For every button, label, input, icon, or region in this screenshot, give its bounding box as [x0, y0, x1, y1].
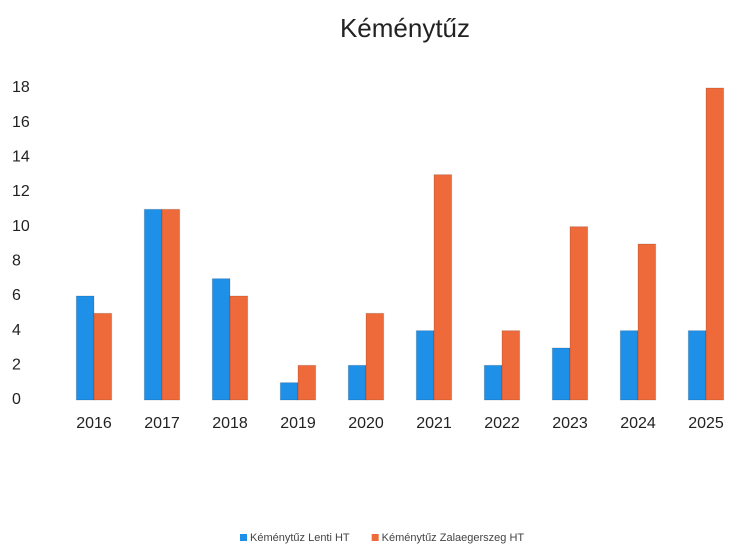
bar: [687, 330, 707, 401]
bar: [211, 278, 231, 401]
x-tick-label: 2022: [484, 415, 520, 432]
x-tick-label: 2019: [280, 415, 316, 432]
bar: [229, 295, 249, 401]
bar: [297, 364, 317, 401]
x-tick-label: 2024: [620, 415, 656, 432]
bar: [433, 174, 453, 401]
y-tick-label: 10: [12, 218, 30, 235]
y-tick-label: 12: [12, 183, 30, 200]
y-tick-label: 4: [12, 322, 21, 339]
bar: [551, 347, 571, 401]
legend-label: Kéménytűz Zalaegerszeg HT: [382, 532, 525, 544]
bar: [365, 312, 385, 401]
y-tick-label: 18: [12, 79, 30, 96]
chart-title: Kéménytűz: [340, 13, 470, 43]
x-tick-label: 2017: [144, 415, 180, 432]
x-tick-label: 2025: [688, 415, 724, 432]
y-tick-label: 8: [12, 253, 21, 270]
y-tick-label: 6: [12, 287, 21, 304]
legend-swatch: [371, 534, 379, 541]
bar: [483, 364, 503, 401]
x-tick-label: 2018: [212, 415, 248, 432]
bar: [75, 295, 95, 401]
bar: [143, 208, 163, 401]
bar: [279, 382, 299, 401]
bar: [161, 208, 181, 401]
x-tick-label: 2016: [76, 415, 112, 432]
x-tick-label: 2020: [348, 415, 384, 432]
y-tick-label: 14: [12, 149, 30, 166]
legend-label: Kéménytűz Lenti HT: [250, 532, 350, 544]
bar: [569, 226, 589, 401]
bar: [501, 330, 521, 401]
bar: [705, 87, 725, 401]
legend-swatch: [240, 534, 247, 541]
y-tick-label: 16: [12, 114, 30, 131]
x-tick-label: 2021: [416, 415, 452, 432]
y-tick-label: 2: [12, 357, 21, 374]
x-tick-label: 2023: [552, 415, 588, 432]
bar: [619, 330, 639, 401]
bar: [415, 330, 435, 401]
y-tick-label: 0: [12, 391, 21, 408]
bar: [637, 243, 657, 401]
bar: [347, 364, 367, 401]
bar: [93, 312, 113, 401]
